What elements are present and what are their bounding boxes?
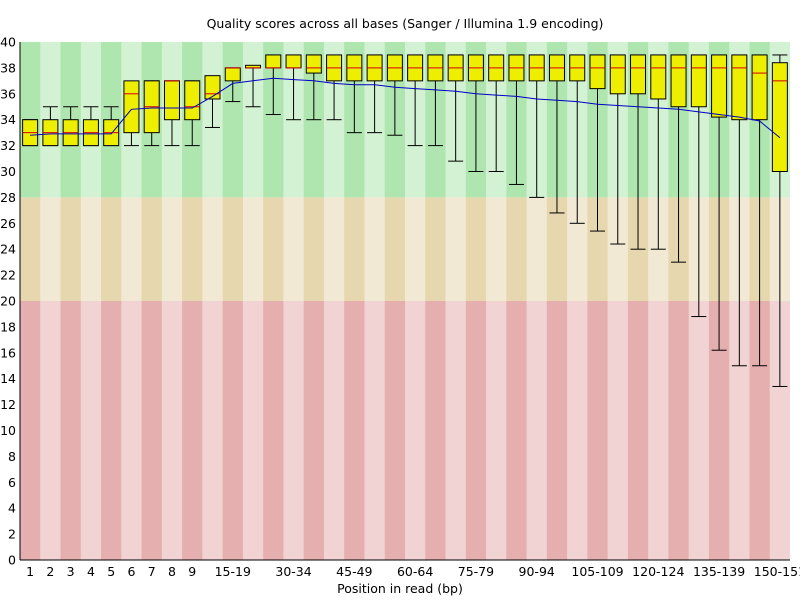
y-tick-label: 10	[0, 423, 16, 438]
y-tick-label: 36	[0, 86, 16, 101]
y-tick-label: 20	[0, 294, 16, 309]
x-tick-label: 1	[26, 564, 34, 579]
box	[670, 54, 687, 108]
x-tick-label: 135-139	[693, 564, 745, 579]
y-tick-label: 22	[0, 268, 16, 283]
x-tick-label: 4	[87, 564, 95, 579]
column-stripe	[40, 42, 61, 560]
box	[771, 62, 788, 172]
quality-band-2	[20, 301, 790, 560]
column-stripe	[323, 42, 345, 560]
y-tick-label: 4	[8, 501, 16, 516]
y-tick-label: 38	[0, 60, 16, 75]
box	[123, 80, 140, 134]
y-tick-label: 26	[0, 216, 16, 231]
column-stripe	[242, 42, 264, 560]
column-stripe	[364, 42, 385, 560]
box	[589, 54, 606, 90]
x-tick-label: 6	[127, 564, 135, 579]
x-tick-label: 75-79	[458, 564, 494, 579]
x-axis-label: Position in read (bp)	[337, 581, 463, 596]
y-tick-label: 14	[0, 371, 16, 386]
column-stripe	[405, 42, 426, 560]
box	[184, 80, 201, 121]
x-tick-label: 105-109	[571, 564, 623, 579]
mean-line	[30, 77, 781, 139]
y-tick-label: 18	[0, 319, 16, 334]
column-stripe	[567, 42, 588, 560]
y-tick-label: 28	[0, 190, 16, 205]
box	[650, 54, 667, 100]
x-tick-label: 30-34	[275, 564, 311, 579]
column-stripe	[80, 42, 102, 560]
y-tick-label: 6	[8, 475, 16, 490]
y-tick-label: 24	[0, 242, 16, 257]
column-stripe	[283, 42, 304, 560]
column-stripe	[648, 42, 669, 560]
x-tick-label: 8	[168, 564, 176, 579]
y-tick-label: 34	[0, 112, 16, 127]
x-tick-label: 5	[107, 564, 115, 579]
x-tick-label: 3	[67, 564, 75, 579]
y-tick-label: 32	[0, 138, 16, 153]
x-tick-label: 120-124	[632, 564, 684, 579]
box	[711, 54, 728, 118]
y-tick-label: 12	[0, 397, 16, 412]
x-tick-label: 90-94	[519, 564, 555, 579]
x-tick-label: 45-49	[336, 564, 372, 579]
chart-title: Quality scores across all bases (Sanger …	[206, 16, 604, 31]
box	[204, 75, 221, 100]
box	[163, 80, 180, 121]
box	[265, 54, 282, 69]
y-tick-label: 0	[8, 553, 16, 568]
y-tick-label: 30	[0, 164, 16, 179]
column-stripe	[161, 42, 183, 560]
y-tick-label: 8	[8, 449, 16, 464]
box	[285, 54, 302, 69]
box	[305, 54, 322, 74]
box	[224, 67, 241, 82]
x-tick-label: 2	[46, 564, 54, 579]
y-tick-label: 40	[0, 35, 16, 50]
x-tick-label: 15-19	[215, 564, 251, 579]
column-stripe	[445, 42, 466, 560]
column-stripe	[202, 42, 223, 560]
x-tick-label: 60-64	[397, 564, 433, 579]
box	[751, 54, 768, 121]
column-stripe	[121, 42, 142, 560]
x-tick-label: 7	[148, 564, 156, 579]
y-tick-label: 2	[8, 527, 16, 542]
column-stripe	[526, 42, 547, 560]
column-stripe	[607, 42, 628, 560]
x-tick-label: 150-151	[754, 564, 800, 579]
box	[609, 54, 626, 95]
x-tick-label: 9	[188, 564, 196, 579]
box	[630, 54, 647, 95]
box	[731, 54, 748, 121]
box	[690, 54, 707, 108]
y-tick-label: 16	[0, 345, 16, 360]
